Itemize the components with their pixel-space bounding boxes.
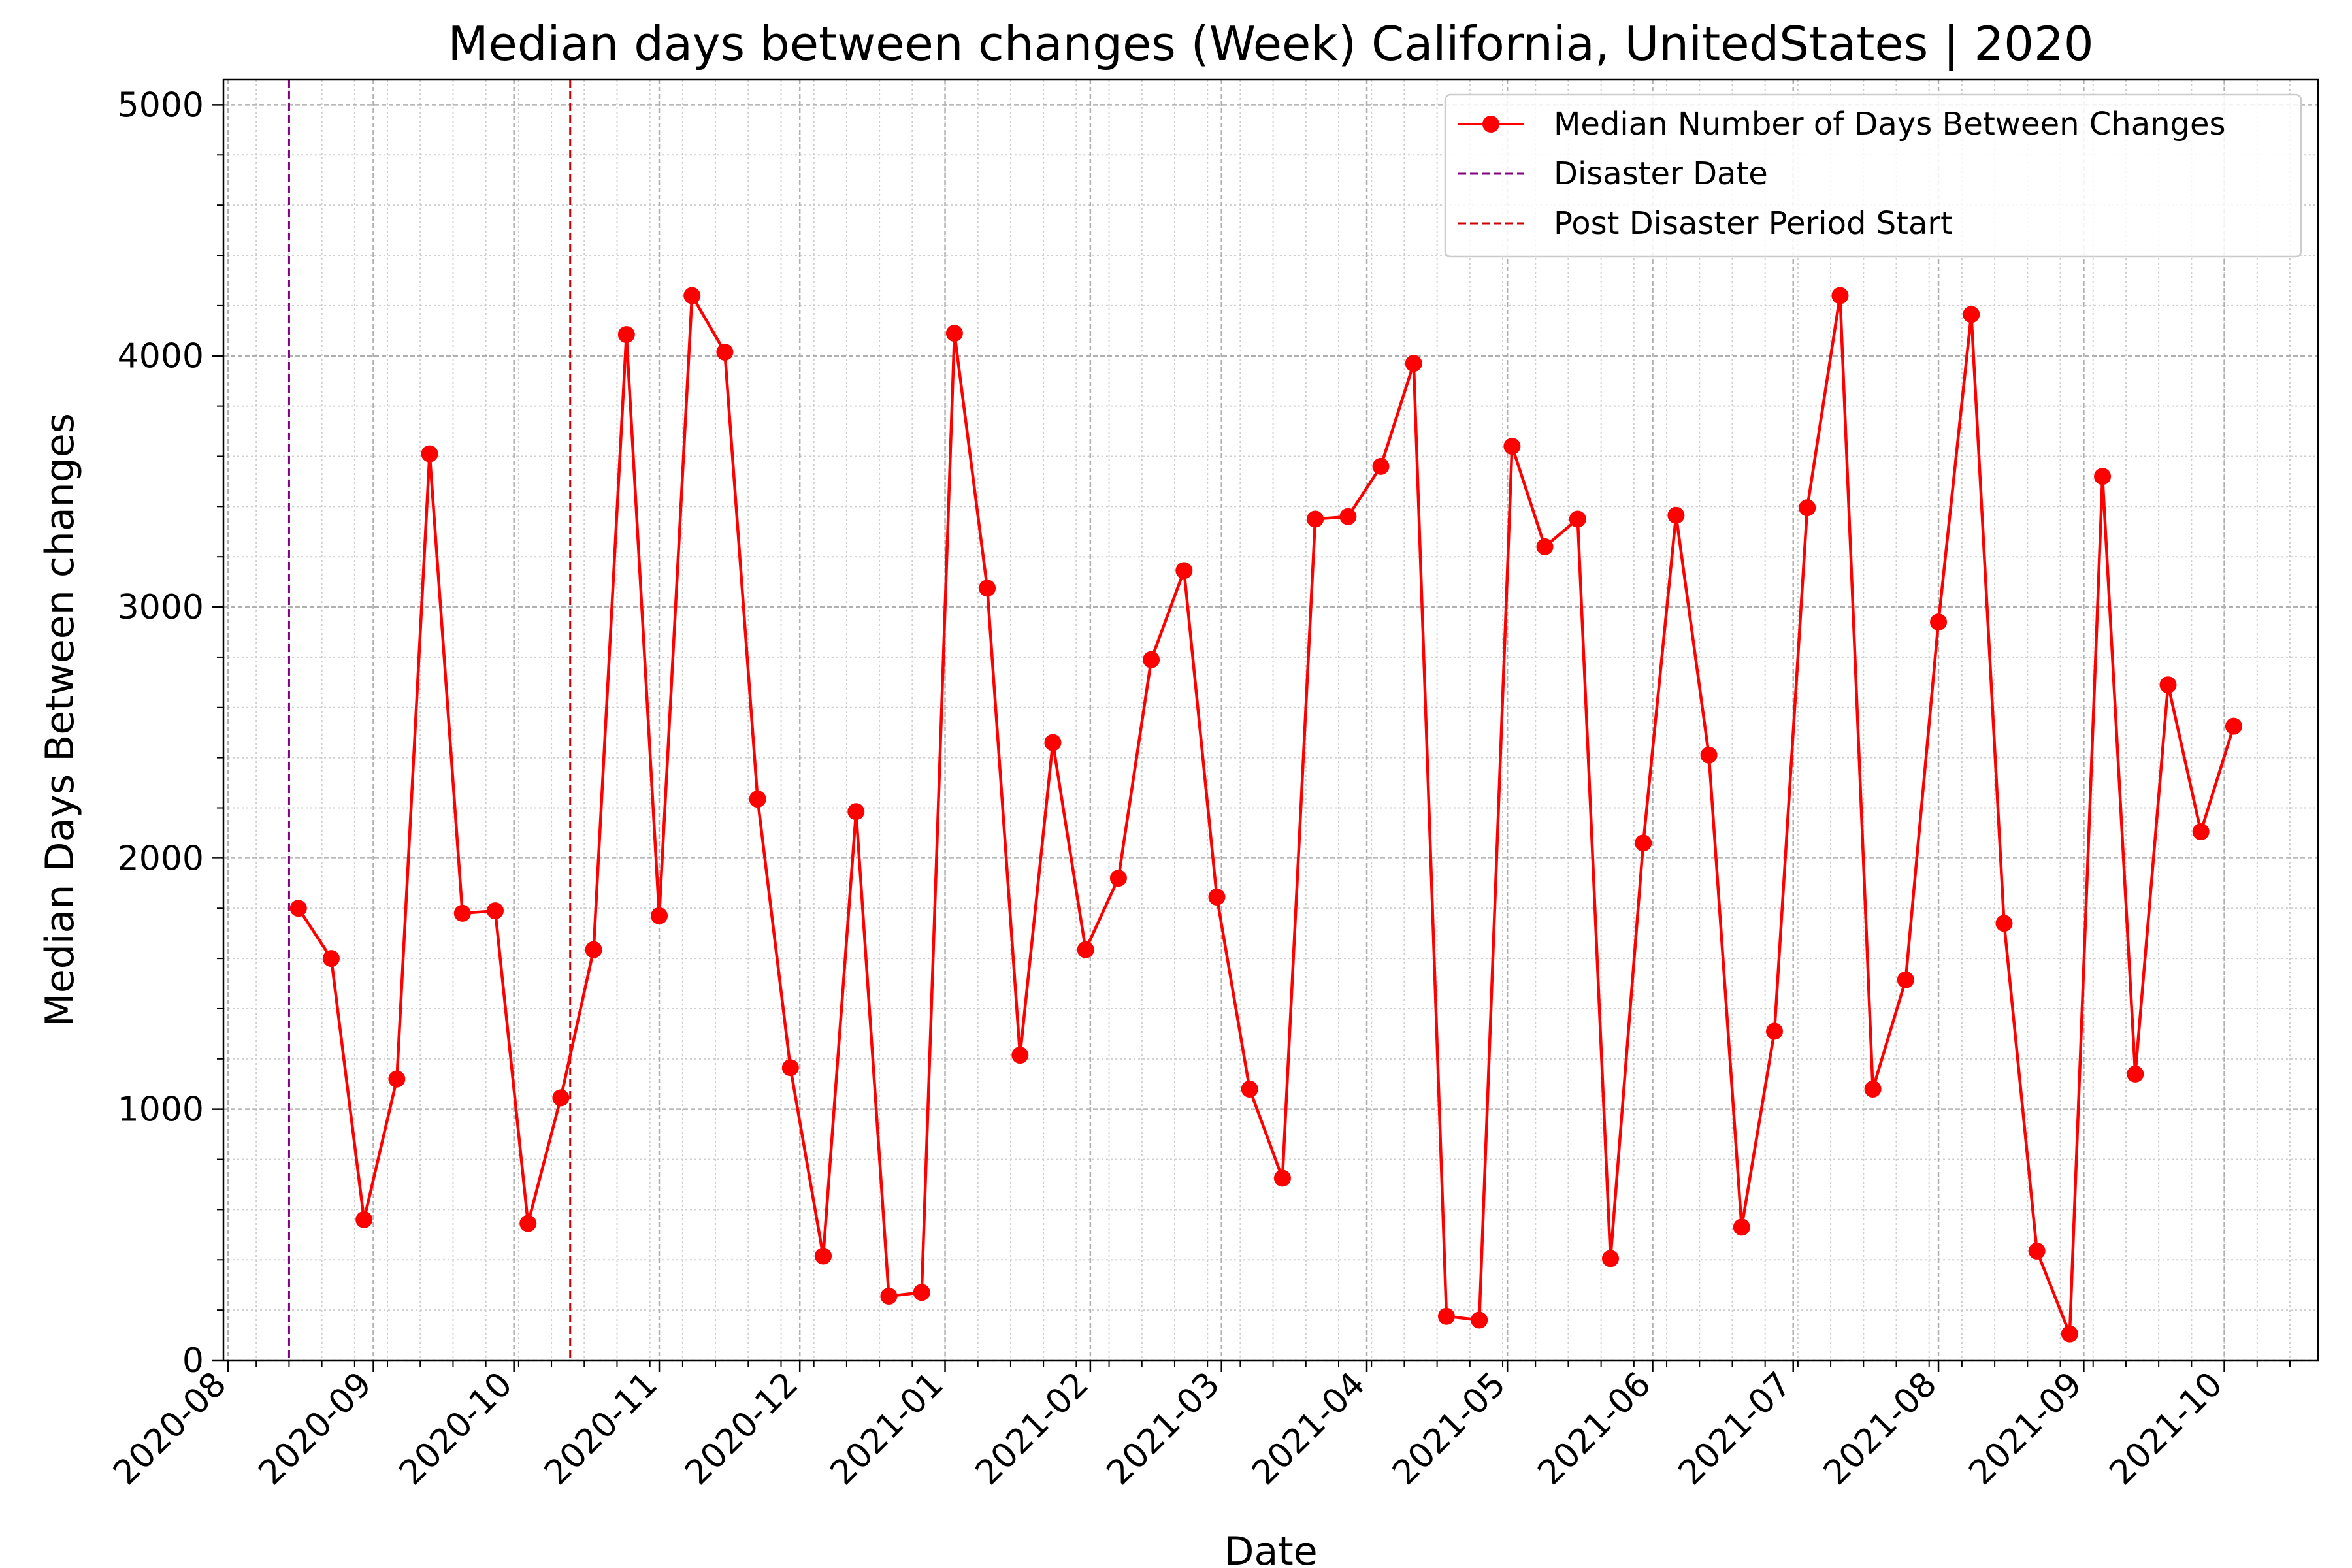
data-point (1405, 355, 1422, 372)
data-point (749, 791, 766, 808)
data-point (1536, 538, 1554, 555)
reference-lines (287, 80, 572, 1360)
y-tick-label: 2000 (118, 839, 204, 878)
data-point (1109, 870, 1127, 887)
data-point (979, 580, 996, 597)
data-point (552, 1089, 570, 1107)
legend-post-disaster-label: Post Disaster Period Start (1554, 205, 1953, 242)
data-point (1601, 1250, 1619, 1267)
data-point (1077, 941, 1094, 958)
data-point (1503, 438, 1521, 455)
data-point (421, 445, 438, 463)
data-point (1667, 506, 1685, 524)
data-point (1831, 287, 1849, 304)
data-point (585, 941, 602, 958)
y-tick-label: 3000 (118, 588, 204, 627)
data-point (2192, 823, 2210, 841)
data-point (1241, 1080, 1258, 1098)
data-point (1044, 734, 1062, 751)
legend-box (1444, 93, 2302, 258)
data-point (1897, 971, 1914, 988)
data-point (486, 902, 504, 920)
data-point (1864, 1080, 1882, 1098)
legend-series-label: Median Number of Days Between Changes (1554, 106, 2226, 142)
data-point (1930, 613, 1948, 631)
data-point (355, 1211, 373, 1228)
data-point (1437, 1307, 1455, 1325)
data-point (1307, 510, 1324, 528)
data-point (683, 287, 701, 304)
y-axis-label: Median Days Between changes (37, 413, 83, 1027)
data-point (2061, 1325, 2078, 1343)
data-point (2159, 676, 2177, 694)
data-point (519, 1215, 537, 1232)
legend-series-marker-icon (1482, 116, 1499, 133)
chart-title: Median days between changes (Week) Calif… (448, 16, 2093, 72)
data-point (1766, 1022, 1784, 1040)
data-point (1733, 1218, 1750, 1236)
data-point (1339, 508, 1357, 525)
data-point (2094, 468, 2112, 485)
data-point (1635, 834, 1652, 852)
data-point (1700, 746, 1718, 764)
data-point (847, 803, 865, 821)
data-point (913, 1284, 930, 1301)
data-point (322, 950, 340, 968)
data-point (2127, 1065, 2144, 1083)
data-point (1011, 1047, 1029, 1064)
y-axis: 0 1000 2000 3000 4000 5000 (118, 86, 223, 1380)
data-point (815, 1247, 832, 1265)
legend: Median Number of Days Between Changes Di… (1444, 93, 2302, 258)
y-tick-label: 0 (182, 1341, 204, 1380)
data-point (781, 1059, 799, 1077)
data-point (1273, 1169, 1291, 1187)
data-point (617, 326, 635, 344)
data-point (1143, 651, 1160, 668)
major-gridlines (223, 80, 2318, 1362)
data-point (1372, 457, 1390, 475)
series-line (297, 294, 2236, 1335)
data-point (1995, 915, 2013, 932)
data-point (1963, 306, 1980, 323)
plot-frame (222, 78, 2319, 1362)
data-point (2225, 717, 2242, 735)
data-point (1471, 1311, 1488, 1329)
series-layer (289, 287, 2242, 1343)
legend-disaster-label: Disaster Date (1554, 155, 1768, 192)
data-point (1799, 499, 1816, 517)
data-point (1569, 510, 1586, 528)
data-point (289, 900, 307, 917)
data-point (651, 907, 668, 924)
y-tick-label: 1000 (118, 1090, 204, 1130)
data-point (388, 1070, 406, 1088)
data-point (2028, 1242, 2046, 1260)
data-point (716, 343, 734, 361)
data-point (880, 1288, 898, 1305)
y-tick-label: 4000 (118, 337, 204, 376)
data-point (453, 904, 471, 922)
data-point (945, 325, 963, 342)
data-point (1208, 888, 1226, 906)
x-axis-label: Date (1224, 1529, 1317, 1568)
y-tick-label: 5000 (118, 86, 204, 125)
data-point (1175, 562, 1193, 580)
